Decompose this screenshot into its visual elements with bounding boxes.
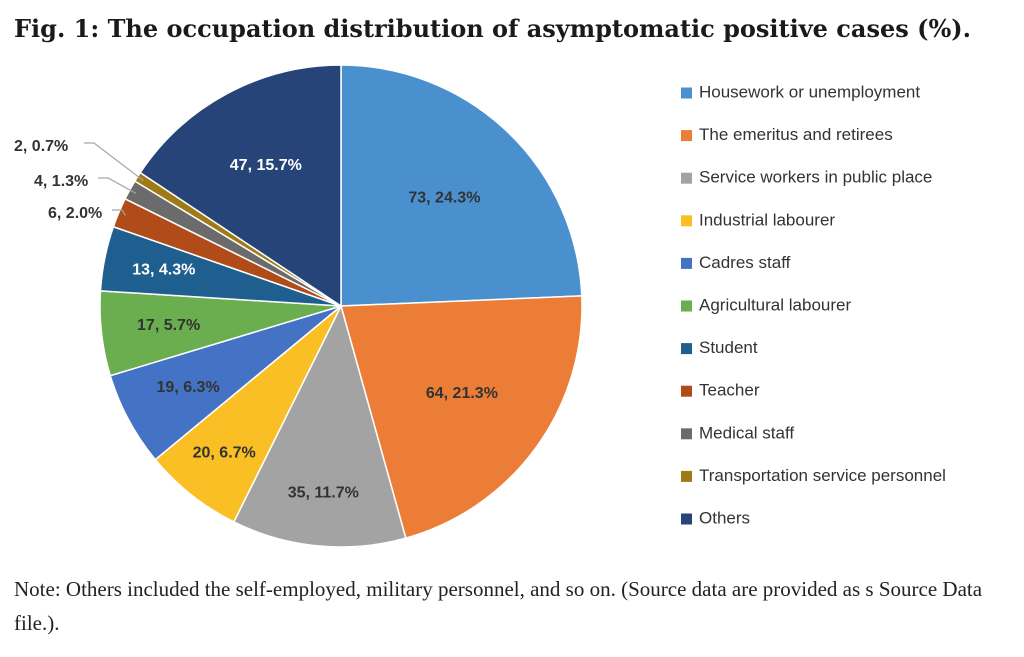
legend-label: Housework or unemployment [699, 82, 920, 101]
pie-slice-service-workers-in-public-place [232, 303, 407, 548]
data-label-service-workers-in-public-place: 35, 11.7% [288, 484, 359, 501]
leader-line-teacher [112, 209, 127, 216]
legend-item-teacher: Teacher [681, 381, 760, 400]
figure-note: Note: Others included the self-employed,… [14, 577, 983, 635]
legend-item-industrial-labourer: Industrial labourer [681, 210, 835, 229]
label-leader-lines [84, 142, 144, 216]
data-label-cadres-staff: 19, 6.3% [157, 379, 220, 396]
legend-item-transportation-service-personnel: Transportation service personnel [681, 466, 946, 485]
legend-label: Others [699, 508, 750, 527]
legend-swatch [681, 470, 692, 482]
data-label-agricultural-labourer: 17, 5.7% [137, 317, 200, 334]
legend-swatch [681, 513, 692, 525]
data-label-medical-staff: 4, 1.3% [34, 173, 88, 190]
pie-slices [99, 64, 583, 548]
data-label-transportation-service-personnel: 2, 0.7% [14, 138, 68, 155]
pie-chart: 73, 24.3% 64, 21.3% 35, 11.7% 20, 6.7% 19, 6… [14, 64, 946, 548]
pie-slice-the-emeritus-and-retirees [340, 295, 583, 540]
legend: Housework or unemployment The emeritus an… [681, 82, 946, 527]
legend-item-agricultural-labourer: Agricultural labourer [681, 295, 851, 314]
legend-label: Student [699, 338, 758, 357]
data-labels: 73, 24.3% 64, 21.3% 35, 11.7% 20, 6.7% 19, 6… [14, 138, 498, 501]
data-label-housework-or-unemployment: 73, 24.3% [408, 189, 480, 206]
legend-swatch [681, 130, 692, 142]
legend-swatch [681, 428, 692, 440]
data-label-others: 47, 15.7% [230, 157, 302, 174]
leader-line-medical-staff [98, 177, 137, 194]
figure-title: Fig. 1: The occupation distribution of a… [14, 14, 971, 43]
legend-item-medical-staff: Medical staff [681, 423, 794, 442]
legend-swatch [681, 300, 692, 312]
legend-swatch [681, 385, 692, 397]
legend-label: The emeritus and retirees [699, 125, 893, 144]
legend-swatch [681, 343, 692, 355]
legend-swatch [681, 215, 692, 227]
data-label-the-emeritus-and-retirees: 64, 21.3% [426, 385, 498, 402]
legend-swatch [681, 87, 692, 99]
legend-label: Cadres staff [699, 253, 791, 272]
legend-item-student: Student [681, 338, 758, 357]
legend-label: Teacher [699, 381, 760, 400]
legend-item-cadres-staff: Cadres staff [681, 253, 791, 272]
legend-item-the-emeritus-and-retirees: The emeritus and retirees [681, 125, 893, 144]
data-label-industrial-labourer: 20, 6.7% [193, 445, 256, 462]
pie-slice-others [139, 64, 342, 308]
data-label-student: 13, 4.3% [132, 262, 195, 279]
leader-line-transportation-service-personnel [84, 142, 144, 182]
pie-slice-housework-or-unemployment [340, 64, 583, 307]
legend-swatch [681, 257, 692, 269]
legend-label: Service workers in public place [699, 168, 932, 187]
legend-item-housework-or-unemployment: Housework or unemployment [681, 82, 920, 101]
legend-label: Agricultural labourer [699, 295, 851, 314]
legend-label: Medical staff [699, 423, 794, 442]
legend-label: Transportation service personnel [699, 466, 946, 485]
legend-swatch [681, 172, 692, 184]
legend-item-others: Others [681, 508, 750, 527]
legend-label: Industrial labourer [699, 210, 835, 229]
data-label-teacher: 6, 2.0% [48, 205, 102, 222]
legend-item-service-workers-in-public-place: Service workers in public place [681, 168, 932, 187]
